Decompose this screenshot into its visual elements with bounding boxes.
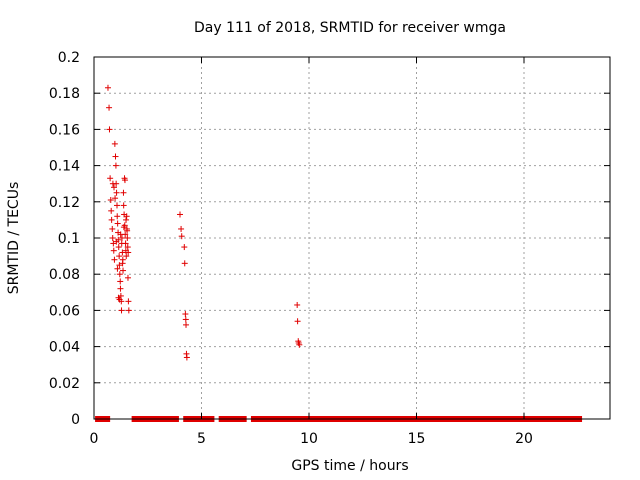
data-point [181,244,188,251]
data-point [108,207,115,214]
data-point [123,213,130,220]
y-tick-label: 0.12 [49,195,80,211]
x-axis-label: GPS time / hours [291,458,408,474]
data-point [115,244,122,251]
data-point [114,202,121,209]
data-point [104,84,111,91]
y-tick-label: 0.2 [58,50,80,66]
x-tick-label: 5 [197,431,206,447]
data-point [107,175,114,182]
y-tick-label: 0.1 [58,231,80,247]
data-point [110,184,117,191]
data-point [109,225,116,232]
data-point [125,307,132,314]
y-axis-label: SRMTID / TECUs [6,182,22,295]
data-point [106,104,113,111]
data-point [177,211,183,218]
data-point [117,231,124,238]
y-tick-label: 0.16 [49,122,80,138]
x-tick-label: 10 [300,431,318,447]
data-point [114,213,121,220]
plot-frame [93,56,611,420]
y-tick-labels: 0 0.02 0.04 0.06 0.08 0.1 0.12 0.14 0.16 0.18 0.2 [49,50,80,428]
data-point [125,298,132,305]
data-point [116,253,123,260]
data-point [182,311,189,318]
y-tick-label: 0.06 [49,303,80,319]
y-tick-label: 0.02 [49,376,80,392]
data-point [125,249,132,256]
data-points [104,84,303,361]
data-point [110,247,117,254]
data-point [116,271,123,278]
data-point [183,321,190,328]
x-tick-label: 15 [408,431,426,447]
data-point [118,240,125,247]
data-point [182,316,189,323]
x-tick-label: 20 [515,431,533,447]
data-point [296,341,303,348]
data-point [117,278,124,285]
data-point [117,285,124,292]
data-point [124,274,131,281]
data-point [112,162,119,169]
data-point [108,216,115,223]
data-point [114,265,121,272]
data-point [116,262,123,269]
y-tick-label: 0.08 [49,267,80,283]
data-point [123,216,130,223]
data-point [119,256,126,263]
data-point [113,189,120,196]
data-point [109,235,116,241]
data-point [112,153,119,160]
data-point [183,354,190,361]
grid [94,57,610,419]
data-point [294,301,301,308]
data-point [294,318,301,325]
axis-ticks [93,56,610,420]
data-point [116,296,123,303]
data-point [120,224,127,231]
data-point [124,227,131,234]
y-tick-label: 0.14 [49,159,80,175]
data-point [107,196,114,203]
data-point [181,260,188,267]
data-point [111,140,118,147]
data-point [110,240,117,247]
y-tick-label: 0.04 [49,340,80,356]
data-point [118,235,125,241]
data-point [178,225,185,232]
data-point [120,189,127,196]
data-point [178,233,185,240]
data-point [109,180,116,187]
data-point [120,202,127,209]
data-point [118,307,125,314]
data-point [120,267,127,274]
data-point [114,220,121,227]
data-point [121,177,128,184]
y-tick-label: 0 [71,412,80,428]
data-point [106,126,113,133]
data-point [112,195,119,202]
data-point [123,253,130,260]
y-tick-label: 0.18 [49,86,80,102]
chart-title: Day 111 of 2018, SRMTID for receiver wmg… [194,20,506,36]
data-point [124,235,131,241]
data-point [113,238,120,245]
data-point [119,249,126,256]
data-point [111,256,118,263]
x-tick-labels: 0 5 10 15 20 [90,431,533,447]
x-tick-label: 0 [90,431,99,447]
data-point [124,244,131,251]
